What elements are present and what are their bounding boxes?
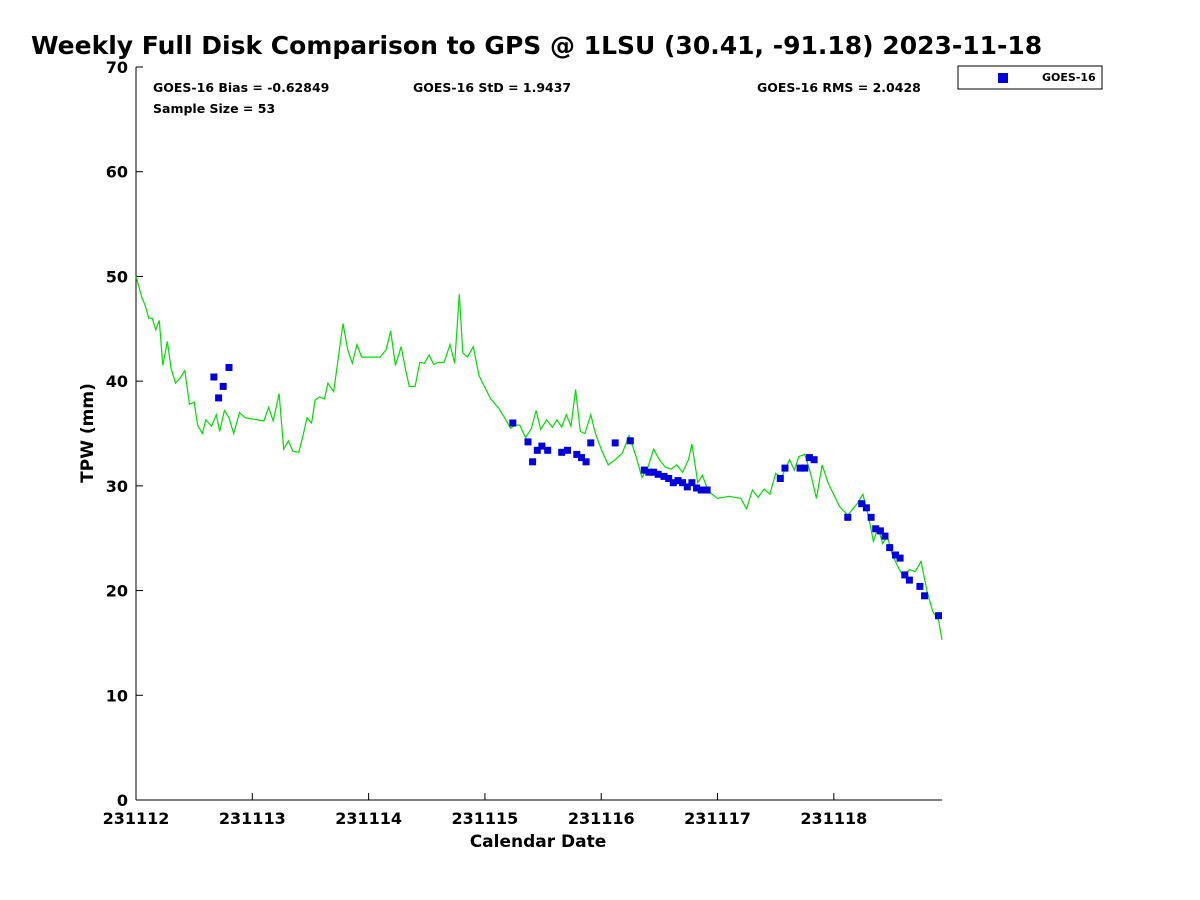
legend-marker-goes16: [998, 73, 1008, 83]
goes16-point: [921, 592, 929, 600]
x-tick-label: 231116: [568, 809, 635, 828]
y-tick-label: 40: [106, 372, 128, 391]
goes16-point: [654, 470, 662, 478]
goes16-point: [544, 446, 552, 454]
goes16-point: [935, 612, 942, 620]
goes16-point: [640, 466, 648, 474]
x-tick-label: 231115: [452, 809, 519, 828]
sample-size-stat: Sample Size = 53: [153, 101, 275, 116]
goes16-point: [886, 544, 894, 552]
goes16-point: [538, 442, 546, 450]
goes16-point: [801, 464, 809, 472]
goes16-point: [683, 483, 691, 491]
goes16-point: [587, 439, 595, 447]
x-tick-label: 231114: [335, 809, 402, 828]
goes16-point: [896, 554, 904, 562]
goes16-point: [805, 454, 813, 462]
x-axis-label: Calendar Date: [470, 832, 607, 852]
x-tick-label: 231113: [219, 809, 286, 828]
goes16-point: [862, 504, 870, 512]
x-tick-label: 231117: [684, 809, 751, 828]
legend-box: [957, 65, 1103, 90]
goes16-point: [529, 458, 537, 466]
goes16-point: [703, 486, 711, 494]
y-tick-label: 10: [106, 686, 128, 705]
goes16-point: [509, 419, 517, 427]
axis-ticks: 0 10 20 30 40 50 60 70 231112 231113 231114 231115 2…: [103, 58, 868, 828]
y-tick-label: 70: [106, 58, 128, 77]
x-tick-label: 231112: [103, 809, 170, 828]
goes16-point: [669, 479, 677, 487]
std-stat: GOES-16 StD = 1.9437: [413, 80, 571, 95]
chart-title: Weekly Full Disk Comparison to GPS @ 1LS…: [31, 31, 1042, 60]
goes16-point: [645, 468, 653, 476]
goes16-point: [901, 571, 909, 579]
goes16-point: [796, 464, 804, 472]
goes16-point: [564, 446, 571, 454]
goes16-point: [858, 500, 866, 508]
rms-stat: GOES-16 RMS = 2.0428: [757, 80, 921, 95]
legend: GOES-16: [957, 65, 1103, 90]
goes16-point: [611, 439, 619, 447]
y-tick-label: 60: [106, 163, 128, 182]
goes16-point: [533, 446, 541, 454]
goes16-point: [665, 475, 673, 482]
goes16-point: [697, 486, 705, 494]
goes16-point: [776, 475, 784, 482]
goes16-point: [582, 458, 590, 466]
goes16-point: [881, 532, 889, 540]
goes16-point: [892, 551, 899, 559]
goes16-point: [674, 477, 682, 485]
goes16-point: [872, 525, 880, 533]
goes16-point: [210, 373, 218, 381]
goes16-point: [215, 394, 223, 402]
goes16-point: [905, 576, 913, 584]
goes16-point: [524, 438, 532, 446]
goes16-point: [679, 479, 687, 487]
green-line: [135, 276, 943, 640]
goes16-point: [844, 513, 852, 521]
goes16-point: [810, 456, 818, 464]
y-tick-label: 50: [106, 267, 128, 286]
y-tick-label: 20: [106, 582, 128, 601]
bias-stat: GOES-16 Bias = -0.62849: [153, 80, 329, 95]
goes16-point: [867, 513, 875, 521]
legend-label-goes16: GOES-16: [1042, 71, 1096, 84]
goes16-point: [916, 582, 924, 590]
goes16-point: [558, 448, 566, 456]
goes16-point: [660, 472, 668, 480]
goes16-series: [210, 364, 942, 620]
goes16-point: [219, 382, 227, 390]
goes16-point: [578, 454, 585, 462]
goes16-point: [225, 364, 233, 371]
x-tick-label: 231118: [800, 809, 867, 828]
y-axis-label: TPW (mm): [78, 383, 98, 483]
goes16-point: [693, 484, 701, 492]
goes16-point: [573, 450, 581, 458]
goes16-point: [688, 479, 696, 487]
goes16-point: [650, 468, 658, 476]
y-tick-label: 30: [106, 477, 128, 496]
plot-area: 0 10 20 30 40 50 60 70 231112 231113 231114 231115 2…: [103, 58, 943, 828]
y-tick-label: 0: [117, 791, 128, 810]
goes16-point: [626, 437, 634, 445]
green-series: [135, 276, 943, 640]
goes16-point: [781, 464, 789, 472]
goes16-point: [876, 527, 884, 535]
